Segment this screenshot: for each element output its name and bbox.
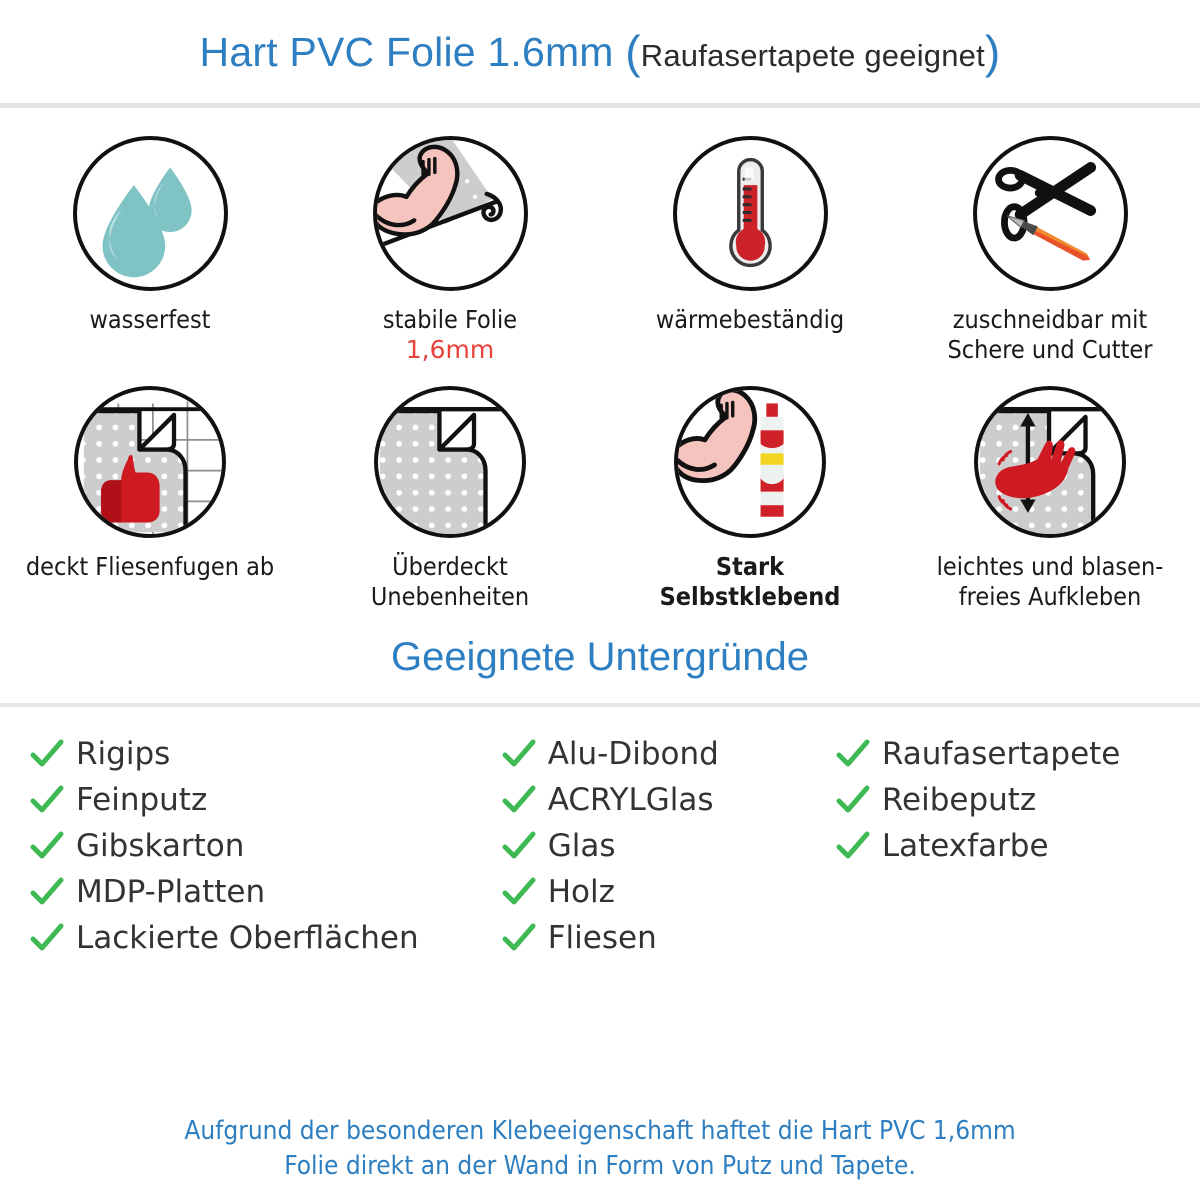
section-header: Geeignete Untergründe <box>0 611 1200 703</box>
check-icon <box>502 831 536 861</box>
check-icon <box>836 739 870 769</box>
paren-close: ) <box>984 25 1001 78</box>
footer-line-2: Folie direkt an der Wand in Form von Put… <box>284 1150 916 1181</box>
section-title: Geeignete Untergründe <box>390 634 810 679</box>
check-icon <box>30 877 64 907</box>
list-item: Lackierte Oberflächen <box>30 917 502 959</box>
check-icon <box>502 877 536 907</box>
page-title: Hart PVC Folie 1.6mm (Raufasertapete gee… <box>200 25 1001 79</box>
list-item-label: Raufasertapete <box>881 736 1121 772</box>
check-icon <box>502 739 536 769</box>
check-icon <box>836 785 870 815</box>
feature-grid: wasserfest stabile F <box>0 108 1200 611</box>
check-icon <box>30 923 64 953</box>
list-item: Feinputz <box>30 779 502 821</box>
hand-smoothing-icon <box>974 386 1126 538</box>
feature-ueberdeckt: Überdeckt Unebenheiten <box>300 386 600 611</box>
feature-label: zuschneidbar mit Schere und Cutter <box>947 305 1153 364</box>
list-item: Alu-Dibond <box>502 733 836 775</box>
list-item-label: Reibeputz <box>881 782 1037 818</box>
list-item-label: Alu-Dibond <box>547 736 719 772</box>
feature-label: leichtes und blasen- freies Aufkleben <box>936 552 1164 611</box>
feature-label: wasserfest <box>89 305 211 334</box>
footer-note: Aufgrund der besonderen Klebeeigenschaft… <box>0 1114 1200 1184</box>
page-title-sub: Raufasertapete geeignet <box>640 37 985 73</box>
feature-wasserfest: wasserfest <box>0 136 300 364</box>
checklist-column-2: Alu-Dibond ACRYLGlas Glas Holz Fliesen <box>502 733 836 963</box>
list-item-label: Rigips <box>76 736 171 772</box>
check-icon <box>30 831 64 861</box>
list-item-label: Feinputz <box>76 782 208 818</box>
check-icon <box>502 785 536 815</box>
list-item-label: Lackierte Oberflächen <box>76 920 419 956</box>
page-title-main: Hart PVC Folie 1.6mm <box>199 28 614 75</box>
feature-selbstklebend: Stark Selbstklebend <box>600 386 900 611</box>
list-item-label: ACRYLGlas <box>547 782 714 818</box>
check-icon <box>836 831 870 861</box>
paren-open: ( <box>625 25 641 78</box>
scissors-cutter-icon <box>972 136 1128 291</box>
film-corner-icon <box>374 386 526 538</box>
feature-label: wärmebeständig <box>655 305 845 334</box>
list-item-label: Fliesen <box>547 920 657 956</box>
list-item: Glas <box>502 825 836 867</box>
list-item-label: Holz <box>547 874 615 910</box>
list-item-label: MDP-Platten <box>76 874 266 910</box>
list-item: Holz <box>502 871 836 913</box>
water-drops-icon <box>72 136 228 291</box>
header-divider <box>0 103 1200 108</box>
list-item-label: Glas <box>547 828 616 864</box>
checklist-column-1: Rigips Feinputz Gibskarton MDP-Platten L… <box>30 733 502 963</box>
feature-label: Stark Selbstklebend <box>659 552 841 611</box>
feature-fliesenfugen: deckt Fliesenfugen ab <box>0 386 300 611</box>
feature-stabile-folie: stabile Folie 1,6mm <box>300 136 600 364</box>
list-item-label: Gibskarton <box>76 828 245 864</box>
section-divider <box>0 703 1200 707</box>
list-item: Latexfarbe <box>836 825 1170 867</box>
list-item: Fliesen <box>502 917 836 959</box>
feature-label: stabile Folie <box>382 305 518 334</box>
feature-waermebestaendig: wärmebeständig <box>600 136 900 364</box>
arm-glue-tube-icon <box>674 386 826 538</box>
list-item: Raufasertapete <box>836 733 1170 775</box>
feature-row-1: wasserfest stabile F <box>0 136 1200 364</box>
feature-aufkleben: leichtes und blasen- freies Aufkleben <box>900 386 1200 611</box>
feature-zuschneidbar: zuschneidbar mit Schere und Cutter <box>900 136 1200 364</box>
list-item: Reibeputz <box>836 779 1170 821</box>
feature-row-2: deckt Fliesenfugen ab <box>0 386 1200 611</box>
list-item: MDP-Platten <box>30 871 502 913</box>
thumbs-up-tiles-icon <box>74 386 226 538</box>
footer-line-1: Aufgrund der besonderen Klebeeigenschaft… <box>184 1115 1016 1146</box>
list-item-label: Latexfarbe <box>881 828 1049 864</box>
list-item: Rigips <box>30 733 502 775</box>
checklist-column-3: Raufasertapete Reibeputz Latexfarbe <box>836 733 1170 963</box>
header: Hart PVC Folie 1.6mm (Raufasertapete gee… <box>0 0 1200 103</box>
strong-arm-film-icon <box>372 136 528 291</box>
check-icon <box>502 923 536 953</box>
thermometer-icon <box>672 136 828 291</box>
feature-label: Überdeckt Unebenheiten <box>370 552 530 611</box>
list-item: Gibskarton <box>30 825 502 867</box>
feature-sublabel: 1,6mm <box>405 334 495 364</box>
feature-label: deckt Fliesenfugen ab <box>25 552 275 581</box>
check-icon <box>30 739 64 769</box>
substrate-checklist: Rigips Feinputz Gibskarton MDP-Platten L… <box>0 707 1200 963</box>
check-icon <box>30 785 64 815</box>
list-item: ACRYLGlas <box>502 779 836 821</box>
